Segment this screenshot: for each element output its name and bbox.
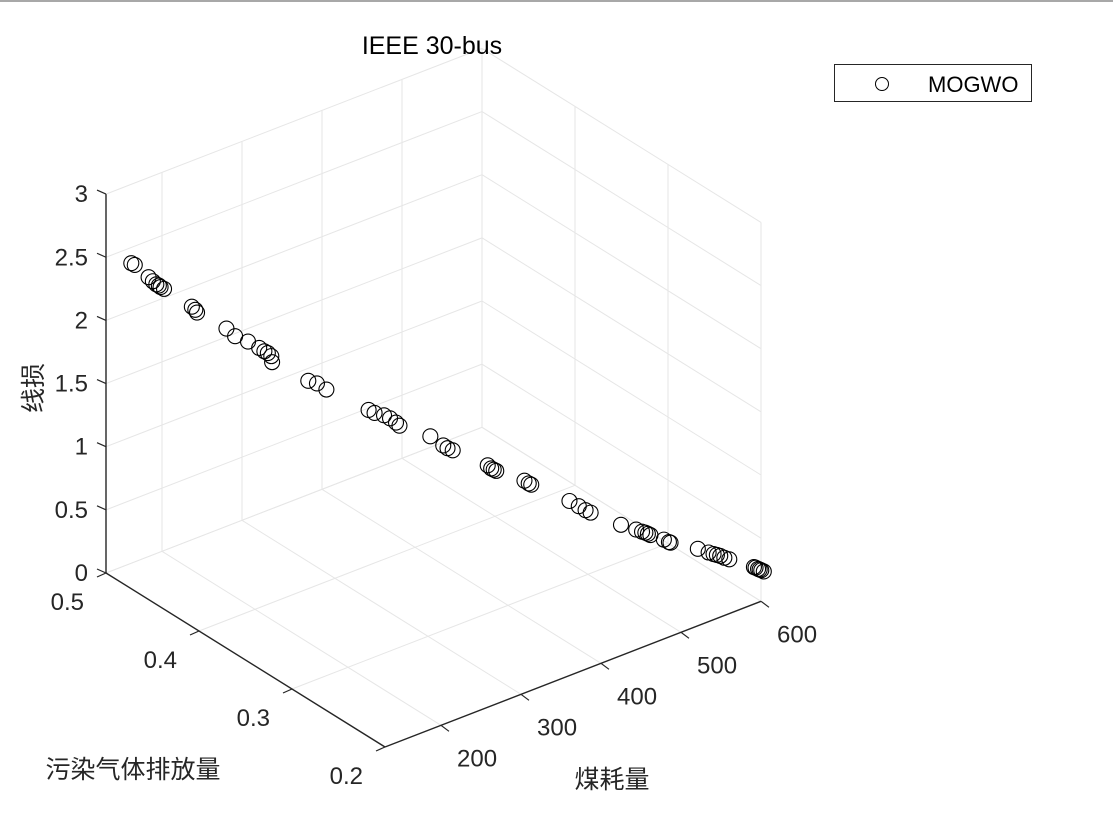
data-point	[488, 462, 505, 479]
data-point	[263, 348, 280, 365]
data-point	[259, 345, 276, 362]
data-point	[126, 256, 143, 274]
data-point	[612, 516, 630, 533]
data-point	[239, 333, 257, 350]
data-point	[123, 255, 140, 272]
data-point	[582, 504, 599, 521]
data-point	[387, 414, 405, 431]
data-point	[308, 375, 326, 392]
data-point	[148, 276, 165, 293]
tick-label: 0	[75, 560, 88, 587]
tick-label: 1	[75, 434, 88, 461]
tick-label: 400	[617, 683, 657, 710]
tick-label: 0.5	[51, 589, 84, 616]
data-point	[183, 298, 200, 315]
data-point	[152, 279, 169, 296]
data-point	[662, 534, 679, 551]
tick-label: 2	[75, 307, 88, 334]
data-point	[150, 277, 167, 294]
data-point	[366, 404, 383, 422]
data-point	[485, 461, 502, 478]
data-point	[753, 562, 770, 579]
data-point	[520, 475, 537, 492]
data-point	[639, 525, 656, 542]
data-point	[155, 280, 173, 297]
circle-marker-icon	[875, 77, 889, 91]
tick-label: 2.5	[55, 244, 88, 271]
tick-label: 0.2	[330, 763, 363, 790]
data-point	[187, 301, 204, 318]
tick-label: 300	[537, 714, 577, 741]
data-point	[435, 437, 452, 454]
data-point	[251, 339, 268, 356]
data-point	[721, 551, 738, 568]
window-top-border	[0, 0, 1113, 2]
data-point	[660, 534, 677, 551]
data-point	[422, 428, 439, 445]
tick-label: 3	[75, 181, 88, 208]
tick-label: 1.5	[55, 371, 88, 398]
tick-label: 600	[777, 621, 817, 648]
x-axis-label: 煤耗量	[574, 765, 649, 794]
data-point	[561, 492, 578, 510]
axis-lines	[96, 189, 770, 752]
data-point	[444, 442, 461, 459]
chart-title: IEEE 30-bus	[362, 32, 502, 60]
data-points	[123, 255, 772, 580]
z-axis-label: 线损	[19, 363, 48, 413]
data-point	[188, 304, 206, 321]
tick-label: 0.5	[55, 497, 88, 524]
legend[interactable]: MOGWO	[834, 64, 1032, 102]
tick-label: 0.4	[144, 647, 177, 674]
data-point	[479, 457, 496, 474]
tick-label: 500	[697, 652, 737, 679]
data-point	[218, 320, 235, 337]
data-point	[300, 372, 317, 389]
data-point	[318, 381, 335, 398]
data-point	[523, 476, 540, 493]
y-axis-label: 污染气体排放量	[45, 755, 220, 784]
data-point	[755, 563, 772, 580]
data-point	[391, 417, 408, 434]
data-point	[264, 354, 281, 371]
grid-lines	[105, 47, 762, 748]
legend-label: MOGWO	[928, 72, 1019, 97]
tick-label: 0.3	[237, 705, 270, 732]
data-point	[689, 540, 706, 557]
tick-label: 200	[457, 745, 497, 772]
